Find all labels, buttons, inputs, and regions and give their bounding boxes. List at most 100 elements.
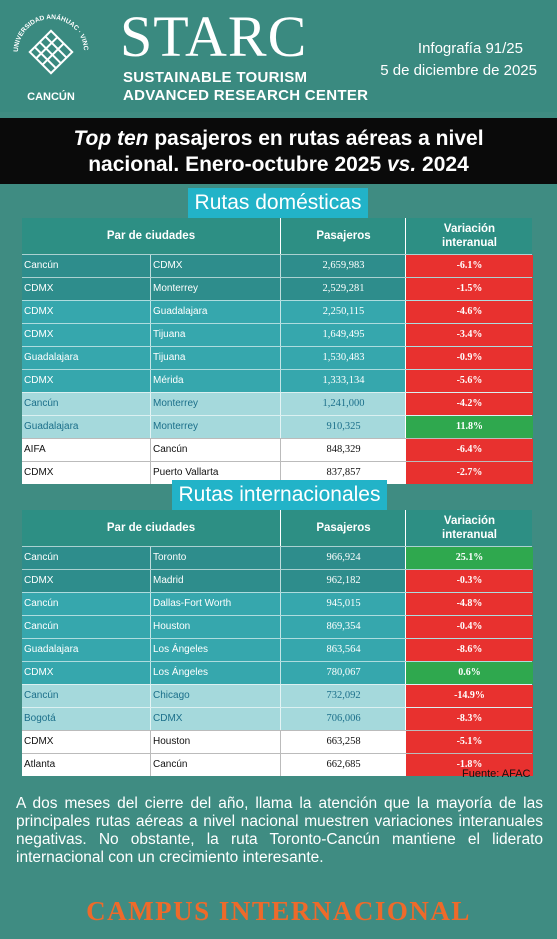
city-origin: Cancún [24,690,59,701]
table-row: CDMX Houston 663,258 -5.1% [22,730,533,753]
city-origin: CDMX [24,736,54,747]
header-passengers: Pasajeros [280,218,406,254]
passengers-value: 732,092 [280,685,406,707]
header: UNIVERSIDAD ANÁHUAC · VINCE IN BONO MALU… [0,0,557,112]
city-origin: Cancún [24,260,59,271]
passengers-value: 2,250,115 [280,301,406,323]
title-vs: vs. [387,153,417,176]
variation-value: -2.7% [405,462,533,484]
passengers-value: 945,015 [280,593,406,615]
main-title: Top ten pasajeros en rutas aéreas a nive… [0,118,557,184]
table-header: Par de ciudades Pasajeros Variación inter… [22,218,532,254]
passengers-value: 706,006 [280,708,406,730]
passengers-value: 2,659,983 [280,255,406,277]
summary-paragraph: A dos meses del cierre del año, llama la… [16,795,543,866]
city-destination: Monterrey [150,416,283,438]
variation-value: -4.8% [405,593,533,615]
table-row: Bogotá CDMX 706,006 -8.3% [22,707,533,730]
domestic-section-label: Rutas domésticas [188,188,368,218]
brand-subtitle-1: SUSTAINABLE TOURISM [123,69,308,86]
city-origin: Cancún [24,621,59,632]
city-destination: Monterrey [150,278,283,300]
variation-value: -0.9% [405,347,533,369]
source-note: Fuente: AFAC [462,768,531,780]
city-origin: CDMX [24,329,54,340]
header-pair: Par de ciudades [106,230,196,242]
variation-value: -5.1% [405,731,533,753]
city-destination: Monterrey [150,393,283,415]
passengers-value: 780,067 [280,662,406,684]
city-origin: CDMX [24,283,54,294]
variation-value: -8.6% [405,639,533,661]
table-header: Par de ciudades Pasajeros Variación inter… [22,510,532,546]
passengers-value: 863,564 [280,639,406,661]
city-destination: Guadalajara [150,301,283,323]
domestic-table: Par de ciudades Pasajeros Variación inter… [22,218,533,484]
table-row: Cancún Monterrey 1,241,000 -4.2% [22,392,533,415]
variation-value: -14.9% [405,685,533,707]
variation-value: 0.6% [405,662,533,684]
title-line1: pasajeros en rutas aéreas a nivel [148,127,484,150]
city-origin: Atlanta [24,759,56,770]
city-destination: Tijuana [150,324,283,346]
logo-city: CANCÚN [27,90,75,103]
city-destination: Toronto [150,547,283,569]
city-destination: Dallas-Fort Worth [150,593,283,615]
city-origin: CDMX [24,667,54,678]
city-destination: CDMX [150,708,283,730]
international-table: Par de ciudades Pasajeros Variación inter… [22,510,533,776]
passengers-value: 966,924 [280,547,406,569]
infografia-number: Infografía 91/25 [417,40,523,57]
table-row: Cancún Chicago 732,092 -14.9% [22,684,533,707]
city-destination: Madrid [150,570,283,592]
city-origin: CDMX [24,375,54,386]
city-origin: CDMX [24,575,54,586]
passengers-value: 663,258 [280,731,406,753]
table-row: Guadalajara Monterrey 910,325 11.8% [22,415,533,438]
header-variation: Variación interanual [405,510,533,546]
city-origin: Cancún [24,398,59,409]
passengers-value: 2,529,281 [280,278,406,300]
table-row: Cancún CDMX 2,659,983 -6.1% [22,254,533,277]
table-row: CDMX Tijuana 1,649,495 -3.4% [22,323,533,346]
brand-title: STARC [120,4,308,69]
city-destination: Houston [150,616,283,638]
passengers-value: 1,530,483 [280,347,406,369]
publication-date: 5 de diciembre de 2025 [380,62,537,79]
city-origin: Guadalajara [24,352,79,363]
city-origin: Bogotá [24,713,56,724]
table-row: CDMX Madrid 962,182 -0.3% [22,569,533,592]
city-destination: Los Ángeles [150,639,283,661]
city-origin: Cancún [24,598,59,609]
brand-subtitle-2: ADVANCED RESEARCH CENTER [123,87,369,104]
table-row: Atlanta Cancún 662,685 -1.8% [22,753,533,776]
city-destination: Chicago [150,685,283,707]
city-destination: Los Ángeles [150,662,283,684]
variation-value: -4.2% [405,393,533,415]
passengers-value: 848,329 [280,439,406,461]
table-row: Cancún Houston 869,354 -0.4% [22,615,533,638]
city-origin: Guadalajara [24,644,79,655]
variation-value: -1.5% [405,278,533,300]
passengers-value: 910,325 [280,416,406,438]
city-destination: Houston [150,731,283,753]
table-row: CDMX Monterrey 2,529,281 -1.5% [22,277,533,300]
title-emphasis: Top ten [73,127,149,150]
passengers-value: 869,354 [280,616,406,638]
table-row: CDMX Los Ángeles 780,067 0.6% [22,661,533,684]
city-destination: CDMX [150,255,283,277]
variation-value: -8.3% [405,708,533,730]
footer-campus: CAMPUS INTERNACIONAL [86,896,471,926]
city-destination: Cancún [150,439,283,461]
variation-value: -6.4% [405,439,533,461]
anahuac-logo-icon: UNIVERSIDAD ANÁHUAC · VINCE IN BONO MALU… [10,8,89,103]
city-destination: Cancún [150,754,283,776]
table-row: Guadalajara Los Ángeles 863,564 -8.6% [22,638,533,661]
title-line2-b: 2024 [416,153,469,176]
variation-value: 11.8% [405,416,533,438]
variation-value: -0.4% [405,616,533,638]
passengers-value: 1,241,000 [280,393,406,415]
variation-value: -6.1% [405,255,533,277]
table-row: AIFA Cancún 848,329 -6.4% [22,438,533,461]
header-passengers: Pasajeros [280,510,406,546]
